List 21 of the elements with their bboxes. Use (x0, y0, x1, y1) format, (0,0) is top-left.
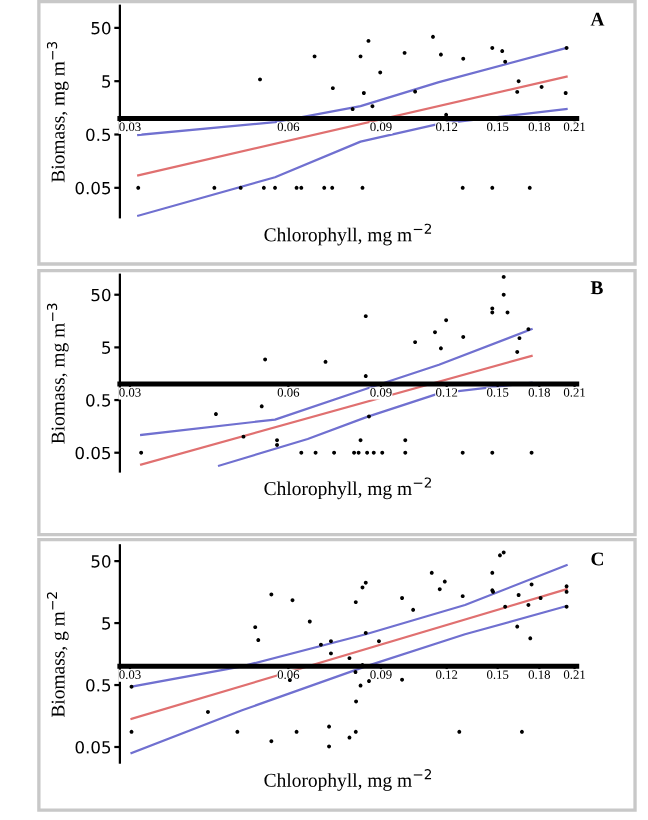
y-tick-label: 0.05 (75, 446, 111, 460)
text: B (590, 281, 603, 295)
y-tick-label: 50 (91, 288, 111, 302)
y-tick-label: 50 (91, 555, 111, 568)
y-tick-label: 5 (102, 341, 111, 354)
x-axis-title: Chlorophyll, mg m$^{−2}$ (264, 477, 432, 500)
x-axis-title: Chlorophyll, mg m$^{−2}$ (264, 223, 432, 246)
y-tick-label: 5 (102, 75, 111, 88)
y-axis-title: Biomass, mg m$^{−3}$ (46, 303, 69, 444)
text: C (591, 552, 603, 566)
text: A (590, 12, 605, 26)
y-tick-label: 50 (91, 21, 111, 35)
y-tick-label: 0.5 (86, 394, 111, 407)
y-tick-label: 0.5 (86, 679, 111, 692)
y-tick-label: 5 (102, 617, 111, 630)
y-tick-label: 0.05 (75, 181, 111, 195)
y-axis-title: Biomass, g m$^{−2}$ (46, 592, 69, 718)
x-axis-title: Chlorophyll, mg m$^{−2}$ (264, 769, 432, 791)
y-tick-label: 0.5 (86, 128, 111, 142)
y-axis-title: Biomass, mg m$^{−3}$ (46, 41, 69, 183)
y-tick-label: 0.05 (75, 740, 111, 754)
